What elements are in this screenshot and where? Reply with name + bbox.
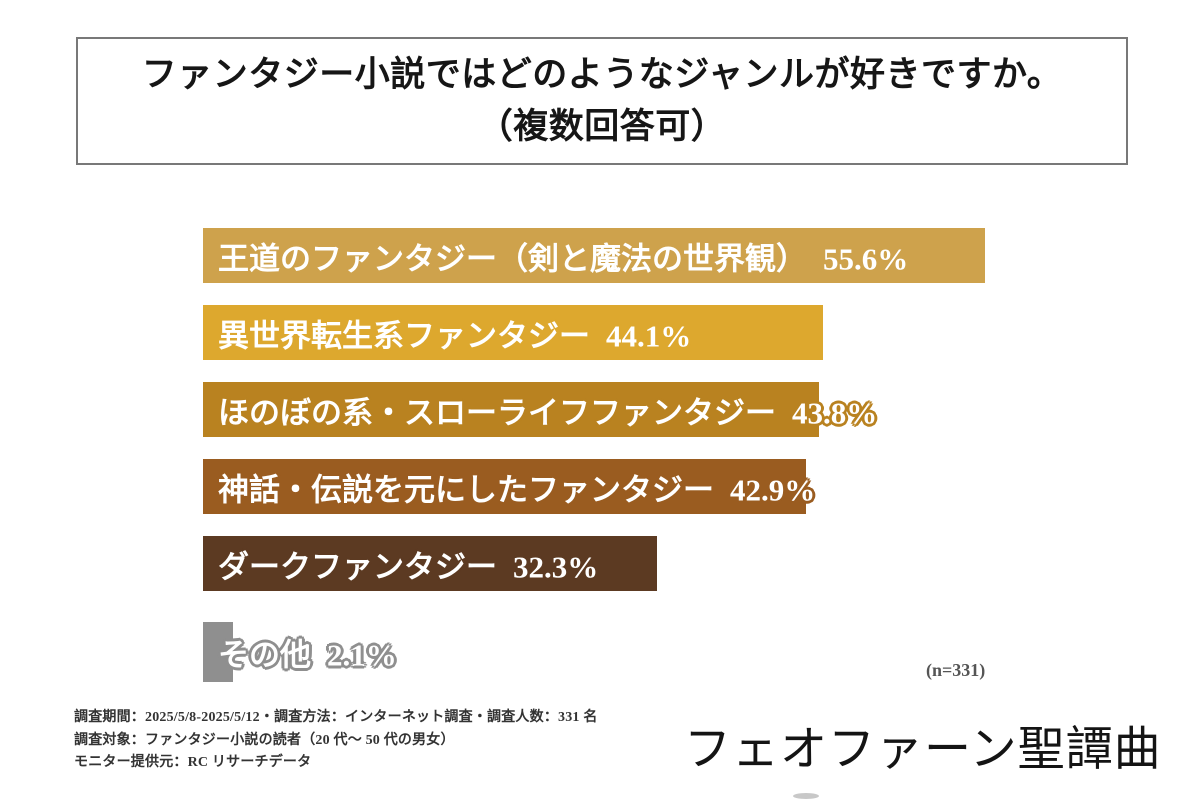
bar-category: ほのぼの系・スローライフファンタジー <box>218 395 776 430</box>
bar-category: その他 <box>218 637 311 673</box>
bar-label: ほのぼの系・スローライフファンタジー 43.8% <box>218 387 877 432</box>
bar-row: ほのぼの系・スローライフファンタジー 43.8% <box>203 382 1143 437</box>
bar <box>203 382 819 437</box>
bar-category: 王道のファンタジー（剣と魔法の世界観） <box>218 241 807 276</box>
bar-value: 44.1% <box>606 318 692 353</box>
bar-label: 異世界転生系ファンタジー 44.1% <box>218 310 691 355</box>
survey-target-line: 調査対象：ファンタジー小説の読者（20 代～ 50 代の男女） <box>74 732 455 748</box>
bar-label: その他 2.1% <box>218 630 397 675</box>
bar-value: 2.1% <box>327 637 397 673</box>
question-title-box: ファンタジー小説ではどのようなジャンルが好きですか。 （複数回答可） <box>76 37 1128 165</box>
bar-category: 異世界転生系ファンタジー <box>218 318 590 353</box>
bar-label: 神話・伝説を元にしたファンタジー 42.9% <box>218 464 815 509</box>
bar-category: 神話・伝説を元にしたファンタジー <box>218 472 714 507</box>
cropped-logo-mark <box>793 793 819 799</box>
bar-row: その他 2.1% <box>203 622 1143 682</box>
survey-monitor-line: モニター提供元：RC リサーチデータ <box>74 755 312 771</box>
survey-period-line: 調査期間：2025/5/8-2025/5/12・調査方法：インターネット調査・調… <box>74 710 598 725</box>
bar-row: 王道のファンタジー（剣と魔法の世界観） 55.6% <box>203 228 1143 283</box>
bar-row: 異世界転生系ファンタジー 44.1% <box>203 305 1143 360</box>
bar <box>203 622 233 682</box>
question-title-line2: （複数回答可） <box>477 107 727 146</box>
bar-chart: 王道のファンタジー（剣と魔法の世界観） 55.6% 異世界転生系ファンタジー 44.… <box>203 228 1143 704</box>
bar <box>203 305 823 360</box>
bar-value: 42.9% <box>730 472 816 507</box>
bar-value: 32.3% <box>513 549 599 584</box>
bar <box>203 459 806 514</box>
brand-logo-text: フェオファーン聖譚曲 <box>684 724 1162 776</box>
survey-methodology-note: 調査期間：2025/5/8-2025/5/12・調査方法：インターネット調査・調… <box>74 707 598 775</box>
bar-label: 王道のファンタジー（剣と魔法の世界観） 55.6% <box>218 233 908 278</box>
bar-label: ダークファンタジー 32.3% <box>218 541 598 586</box>
sample-size-label: (n=331) <box>926 660 986 680</box>
bar-row: ダークファンタジー 32.3% <box>203 536 1143 591</box>
bar-row: 神話・伝説を元にしたファンタジー 42.9% <box>203 459 1143 514</box>
bar <box>203 228 985 283</box>
question-title-line1: ファンタジー小説ではどのようなジャンルが好きですか。 <box>141 54 1063 94</box>
bar <box>203 536 657 591</box>
bar-category: ダークファンタジー <box>218 549 497 584</box>
bar-value: 55.6% <box>823 241 909 276</box>
bar-value: 43.8% <box>792 395 878 430</box>
